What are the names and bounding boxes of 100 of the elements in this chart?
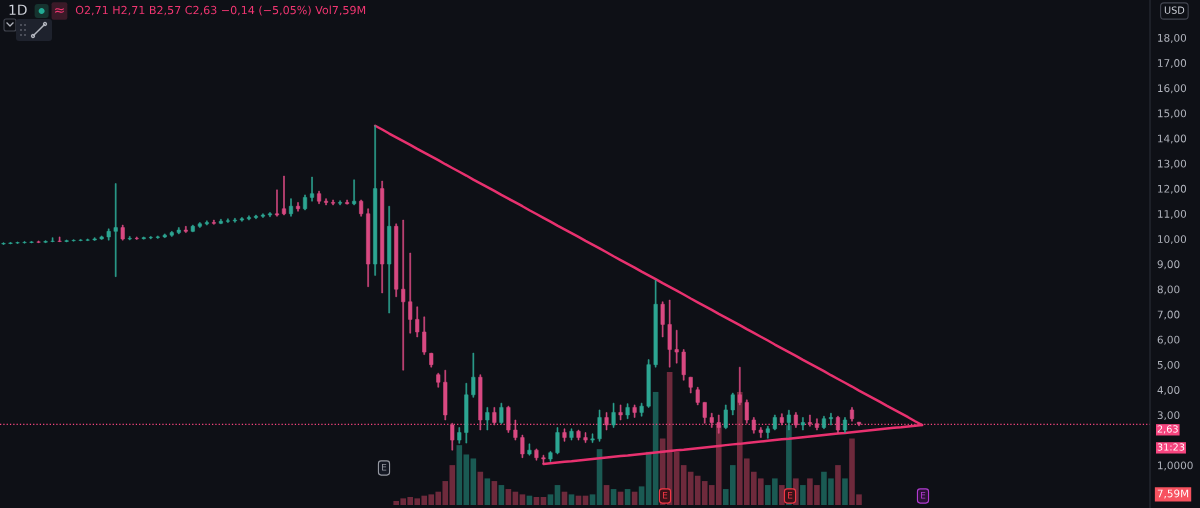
text: USD	[1164, 6, 1185, 14]
candlestick	[653, 279, 658, 368]
candlestick	[324, 198, 329, 206]
candlestick	[534, 448, 539, 461]
y-tick-label: 9,00	[1157, 260, 1180, 270]
candlestick	[765, 425, 770, 439]
candlestick	[408, 252, 413, 334]
candlestick	[604, 412, 609, 431]
candlestick	[85, 238, 90, 241]
annotation: ≈	[55, 7, 64, 13]
candlestick	[218, 219, 223, 225]
y-tick-label: 13,00	[1158, 159, 1187, 169]
candlestick	[674, 329, 679, 364]
candlestick	[569, 428, 574, 441]
candlestick	[548, 451, 553, 462]
chart-subtitle: O2,71 H2,71 B2,57 C2,63 −0,14 (−5,05%) Vol7,59M	[75, 5, 366, 16]
candlestick	[688, 376, 693, 394]
candlestick	[394, 223, 399, 298]
y-tick-label: 18,00	[1158, 33, 1187, 43]
candlestick	[520, 434, 525, 458]
bar	[800, 485, 806, 505]
candlestick	[499, 402, 504, 425]
candlestick	[583, 432, 588, 443]
candlestick	[436, 372, 441, 388]
y-tick-label: 6,00	[1157, 335, 1180, 345]
candlestick	[443, 369, 448, 421]
text: 7,59M	[1157, 489, 1189, 499]
candlestick	[506, 405, 511, 433]
annotation: E	[788, 491, 793, 499]
candlestick	[744, 399, 749, 424]
candlestick	[702, 402, 707, 424]
candlestick	[786, 409, 791, 431]
candlestick	[57, 236, 62, 242]
candlestick	[660, 301, 665, 338]
candlestick	[618, 404, 623, 421]
y-tick-label: 5,00	[1157, 360, 1180, 370]
candlestick	[331, 199, 336, 206]
y-tick-label: 3,00	[1157, 411, 1180, 421]
bar	[484, 478, 491, 505]
candlestick	[611, 402, 616, 428]
candlestick	[176, 227, 181, 235]
candlestick	[723, 404, 728, 430]
candlestick	[793, 412, 798, 428]
y-tick-label: 15,00	[1158, 109, 1187, 119]
candlestick	[15, 241, 20, 244]
candlestick	[232, 218, 237, 223]
candlestick	[471, 352, 476, 398]
candlestick	[681, 349, 686, 381]
candlestick	[590, 433, 595, 443]
candlestick	[632, 404, 637, 418]
candlestick	[758, 427, 763, 438]
candlestick	[36, 240, 41, 243]
bar	[638, 486, 645, 505]
candlestick	[120, 224, 125, 241]
candlestick	[373, 125, 378, 276]
candlestick	[113, 183, 118, 277]
bar	[842, 478, 848, 505]
candlestick	[401, 219, 406, 371]
candlestick	[197, 222, 202, 228]
candlestick	[22, 241, 27, 244]
candlestick	[695, 387, 700, 406]
bar	[463, 454, 470, 505]
bar	[547, 494, 554, 505]
candlestick	[267, 212, 272, 218]
ref-line-label: 2,63	[1157, 425, 1178, 434]
candlestick	[541, 454, 546, 465]
candlestick	[1, 242, 6, 245]
y-tick-label: 11,00	[1158, 209, 1187, 219]
candlestick	[800, 417, 805, 431]
candlestick	[338, 200, 343, 206]
candlestick	[422, 316, 427, 355]
candlestick	[43, 240, 48, 243]
candlestick	[576, 429, 581, 441]
candlestick	[106, 228, 111, 241]
candlestick	[415, 306, 420, 338]
candlestick	[281, 175, 287, 216]
candlestick	[555, 427, 560, 455]
candlestick	[169, 231, 174, 237]
candlestick	[99, 235, 104, 240]
y-tick-label: 16,00	[1158, 84, 1187, 94]
candlestick	[380, 180, 385, 294]
candlestick	[625, 403, 630, 419]
y-tick-label: 8,00	[1157, 285, 1180, 295]
candlestick	[345, 199, 350, 205]
candlestick	[667, 299, 672, 368]
candlestick	[288, 198, 294, 217]
candlestick	[64, 239, 69, 243]
candlestick	[310, 176, 315, 202]
y-tick-label: 17,00	[1158, 59, 1187, 69]
y-tick-label: 1,0000	[1158, 461, 1193, 471]
candlestick	[260, 213, 265, 218]
text: 31:23	[1157, 443, 1185, 451]
candlestick	[807, 414, 812, 427]
bar	[589, 494, 596, 505]
candlestick	[155, 235, 160, 239]
candlestick	[141, 236, 146, 240]
y-tick-label: 7,00	[1157, 310, 1180, 320]
annotation: E	[663, 491, 668, 499]
candlestick	[295, 202, 301, 212]
candlestick	[387, 205, 392, 314]
